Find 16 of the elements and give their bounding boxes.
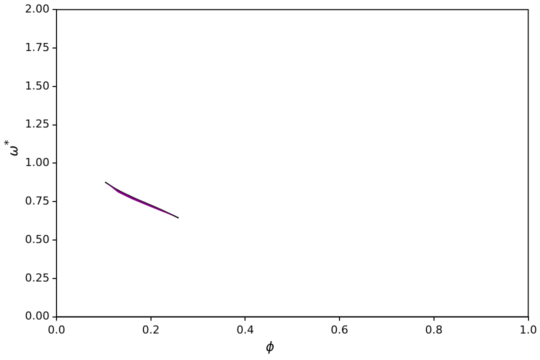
y-tick-label: 1.00 [24, 156, 50, 170]
y-tick-label: 0.50 [24, 232, 50, 246]
x-tick-label: 0.4 [236, 323, 254, 336]
x-tick-label: 0.6 [330, 323, 348, 336]
y-tick-label: 2.00 [24, 2, 50, 16]
y-tick-label: 0.25 [24, 271, 50, 284]
x-tick-label: 1.0 [520, 323, 538, 336]
x-tick-label: 0.2 [142, 323, 160, 336]
x-tick-label: 0.0 [48, 323, 66, 336]
y-tick-label: 1.25 [24, 118, 50, 131]
x-axis-title: ϕ [264, 340, 276, 355]
y-tick-label: 0.75 [24, 194, 50, 208]
y-tick-label: 1.50 [24, 79, 50, 92]
y-tick-label: 1.75 [24, 40, 50, 54]
x-tick-label: 0.8 [425, 323, 443, 336]
y-tick-label: 0.00 [24, 310, 50, 323]
